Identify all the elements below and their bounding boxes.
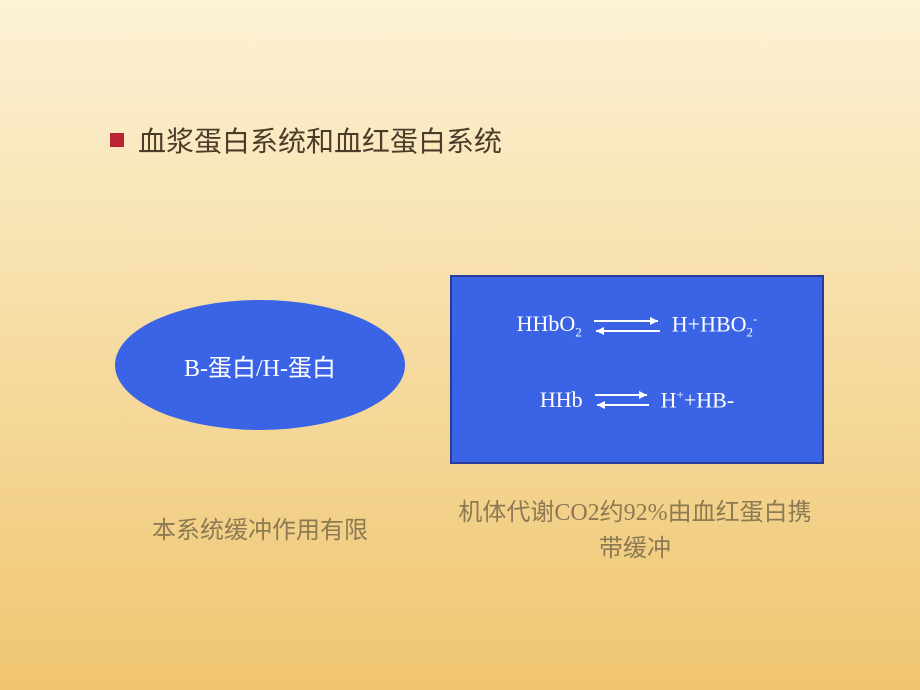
caption-right: 机体代谢CO2约92%由血红蛋白携带缓冲 xyxy=(450,495,820,567)
row1-right-sub: 2 xyxy=(747,325,754,340)
row2-right-post: +HB- xyxy=(684,387,734,412)
row2-left: HHb xyxy=(540,387,583,413)
rect-shape: HHbO2 H+HBO2- HHb H++HB- xyxy=(450,275,824,464)
row1-right-sup: - xyxy=(753,311,757,326)
row2-right-pre: H xyxy=(661,387,677,412)
slide: 血浆蛋白系统和血红蛋白系统 B-蛋白/H-蛋白 HHbO2 H+HBO2- HH… xyxy=(0,0,920,690)
rect-row-1: HHbO2 H+HBO2- xyxy=(452,311,822,341)
equilibrium-arrow-icon xyxy=(593,390,651,410)
row1-right: H+HBO2- xyxy=(672,311,758,341)
row2-right-sup: + xyxy=(677,387,684,402)
heading-row: 血浆蛋白系统和血红蛋白系统 xyxy=(110,120,502,160)
row1-left-text: HHbO xyxy=(517,311,576,336)
heading-text: 血浆蛋白系统和血红蛋白系统 xyxy=(138,120,502,160)
row2-right: H++HB- xyxy=(661,387,735,413)
caption-left: 本系统缓冲作用有限 xyxy=(115,510,405,545)
equilibrium-arrow-icon xyxy=(592,316,662,336)
ellipse-label: B-蛋白/H-蛋白 xyxy=(184,348,336,383)
row1-left: HHbO2 xyxy=(517,311,582,340)
rect-row-2: HHb H++HB- xyxy=(452,387,822,413)
row1-left-sub: 2 xyxy=(575,325,582,340)
row1-right-pre: H+HBO xyxy=(672,311,747,336)
bullet-icon xyxy=(110,133,124,147)
ellipse-shape: B-蛋白/H-蛋白 xyxy=(115,300,405,430)
